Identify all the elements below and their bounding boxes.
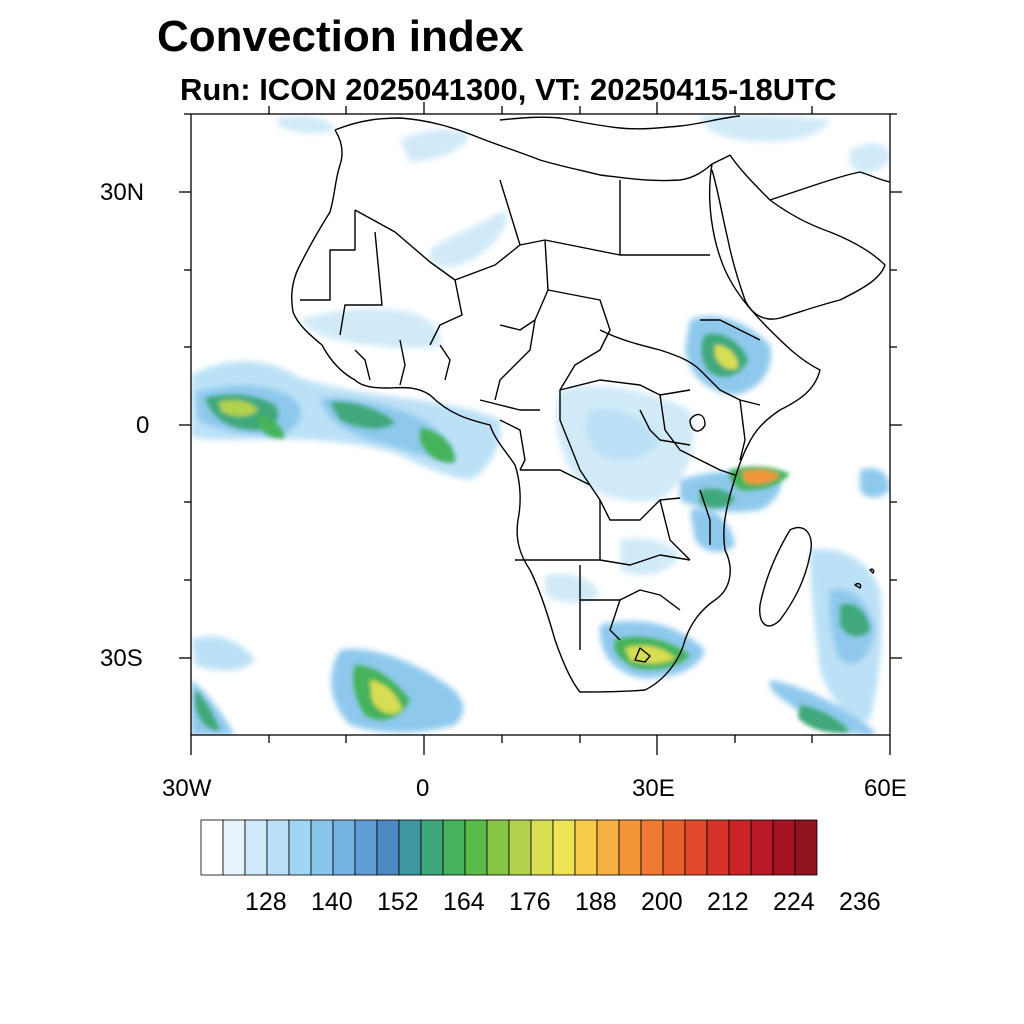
colorbar-tick-label: 140 bbox=[311, 888, 353, 916]
convection-shading bbox=[191, 114, 890, 735]
colorbar-swatch bbox=[596, 819, 620, 876]
colorbar-tick-label: 128 bbox=[245, 888, 287, 916]
colorbar-swatch bbox=[420, 819, 444, 876]
colorbar-swatch bbox=[244, 819, 268, 876]
map-frame bbox=[179, 102, 902, 755]
colorbar-swatch bbox=[508, 819, 532, 876]
colorbar-swatch bbox=[794, 819, 818, 876]
colorbar-swatch bbox=[354, 819, 378, 876]
colorbar-swatch bbox=[376, 819, 400, 876]
lat-label-30n: 30N bbox=[100, 179, 145, 206]
coastlines-and-borders bbox=[291, 115, 890, 693]
colorbar-swatch bbox=[398, 819, 422, 876]
colorbar-swatch bbox=[222, 819, 246, 876]
colorbar-swatch bbox=[442, 819, 466, 876]
lon-label-30w: 30W bbox=[162, 775, 212, 802]
colorbar-swatch bbox=[552, 819, 576, 876]
lon-label-0: 0 bbox=[416, 775, 430, 802]
colorbar-swatch bbox=[266, 819, 290, 876]
colorbar-tick-label: 152 bbox=[377, 888, 419, 916]
colorbar-swatch bbox=[662, 819, 686, 876]
colorbar-swatch bbox=[772, 819, 796, 876]
colorbar-swatch bbox=[574, 819, 598, 876]
lon-label-60e: 60E bbox=[864, 775, 907, 802]
colorbar-swatch bbox=[706, 819, 730, 876]
map-subtitle: Run: ICON 2025041300, VT: 20250415-18UTC bbox=[180, 72, 837, 107]
colorbar-swatch bbox=[288, 819, 312, 876]
colorbar-swatch bbox=[310, 819, 334, 876]
map-title: Convection index bbox=[157, 12, 524, 61]
colorbar-tick-label: 200 bbox=[641, 888, 683, 916]
colorbar-tick-label: 224 bbox=[773, 888, 815, 916]
colorbar-tick-label: 236 bbox=[839, 888, 881, 916]
colorbar-swatch bbox=[332, 819, 356, 876]
colorbar-swatch bbox=[728, 819, 752, 876]
lat-label-0: 0 bbox=[136, 412, 150, 439]
colorbar-swatch bbox=[640, 819, 664, 876]
colorbar-swatch bbox=[464, 819, 488, 876]
colorbar-tick-label: 176 bbox=[509, 888, 551, 916]
colorbar-tick-label: 212 bbox=[707, 888, 749, 916]
colorbar-swatch bbox=[486, 819, 510, 876]
lat-label-30s: 30S bbox=[100, 645, 143, 672]
lon-label-30e: 30E bbox=[632, 775, 675, 802]
colorbar-swatch bbox=[200, 819, 224, 876]
colorbar-tick-label: 188 bbox=[575, 888, 617, 916]
colorbar-swatch bbox=[750, 819, 774, 876]
colorbar-swatch bbox=[684, 819, 708, 876]
colorbar-tick-label: 164 bbox=[443, 888, 485, 916]
colorbar-swatch bbox=[618, 819, 642, 876]
colorbar-swatch bbox=[530, 819, 554, 876]
